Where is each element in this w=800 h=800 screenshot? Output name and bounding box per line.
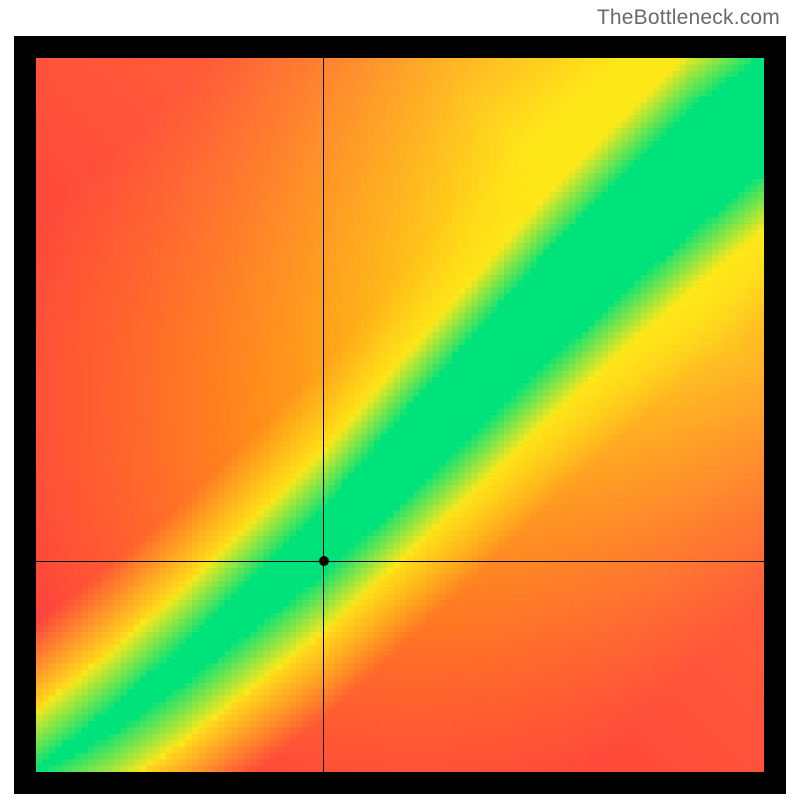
crosshair-marker [319, 556, 329, 566]
crosshair-vertical [323, 58, 324, 772]
plot-area [36, 58, 764, 772]
crosshair-horizontal [36, 561, 764, 562]
heatmap-canvas [36, 58, 764, 772]
chart-container: TheBottleneck.com [0, 0, 800, 800]
watermark-text: TheBottleneck.com [597, 6, 780, 30]
